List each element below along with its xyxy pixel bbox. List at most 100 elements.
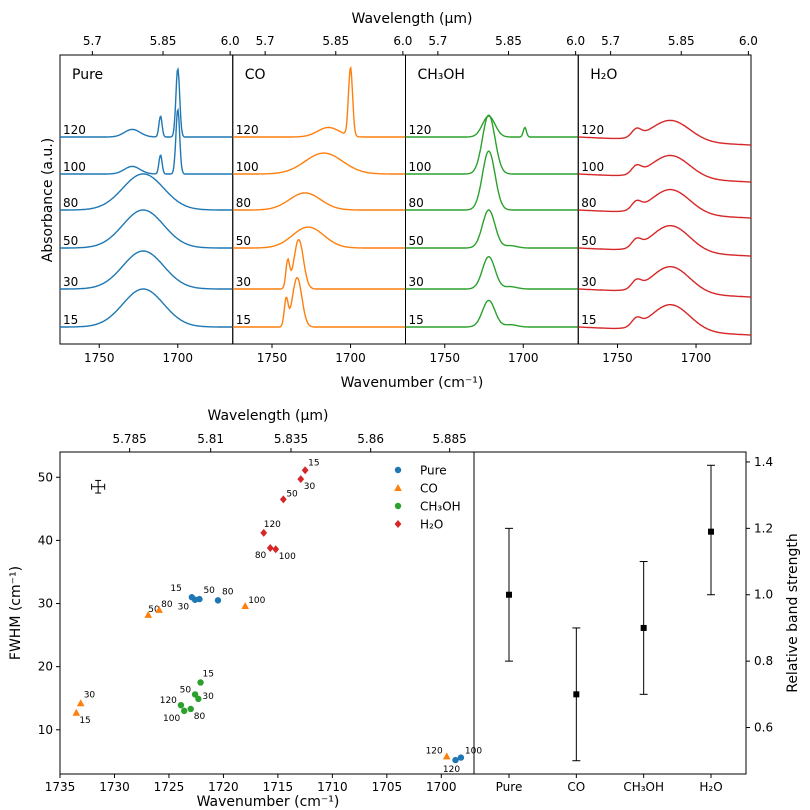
panel-ch-oh: 1750 1700 5.7 5.85 6.0 CH₃OH 15 30 50 80 100 120 (405, 34, 585, 365)
fwhm-ticks: 1735 1730 1725 1720 1715 1710 1705 1700 10 20 30 40… (38, 432, 467, 794)
temperature-label: 100 (63, 160, 86, 174)
temperature-label: 15 (581, 313, 596, 327)
data-point-co-15 (72, 708, 81, 716)
spectrum-80K (232, 192, 406, 211)
x-tick-label: 1700 (163, 351, 194, 365)
spectrum-50K (60, 209, 233, 249)
temperature-label: 50 (63, 234, 78, 248)
spectrum-15K (405, 299, 579, 328)
data-point (708, 528, 714, 535)
data-point-co-120 (442, 752, 451, 760)
y-tick-label: 50 (38, 470, 53, 484)
panel-label: Pure (72, 67, 103, 83)
legend-label: Pure (420, 464, 447, 478)
spectrum-50K (232, 226, 406, 249)
point-label: 30 (84, 690, 96, 700)
spectrum-120K (232, 65, 406, 138)
panel-label: H₂O (590, 67, 617, 83)
band-strength-ticks: 0.6 0.8 1.0 1.2 1.4 Pure CO CH₃OH H₂O (496, 455, 773, 794)
point-label: 80 (161, 600, 173, 610)
y-tick-label: 0.8 (754, 654, 773, 668)
category-label: H₂O (699, 780, 722, 794)
temperature-label: 50 (581, 234, 596, 248)
data-point-h-o-100 (272, 545, 280, 554)
point-label: 30 (178, 603, 190, 613)
band-strength-plot-frame (473, 451, 747, 775)
temperature-label: 80 (236, 196, 251, 210)
spectra-figure: Wavelength (μm) Absorbance (a.u.) Wavenu… (40, 11, 758, 391)
spectrum-50K (578, 225, 751, 257)
point-label: 15 (170, 584, 181, 594)
data-point-ch-oh-100 (181, 707, 188, 715)
data-point-ch-oh-15 (197, 679, 204, 686)
top-tick-label: 5.85 (668, 34, 695, 48)
band-strength-points (505, 464, 715, 762)
y-tick-label: 40 (38, 533, 53, 547)
spectrum-100K (405, 114, 579, 175)
spectrum-120K (405, 115, 579, 138)
x-tick-label: 1705 (372, 780, 403, 794)
spectrum-80K (60, 173, 233, 211)
fwhm-plot-frame (59, 451, 475, 775)
spectrum-30K (578, 266, 751, 298)
x-tick-label: 1730 (99, 780, 130, 794)
top-tick-label: 5.85 (322, 34, 349, 48)
data-point-h-o-30 (297, 475, 305, 484)
series-ch-oh: 15 30 50 80 100 120 (160, 669, 214, 723)
point-label: 15 (79, 716, 90, 726)
top-tick-label: 5.7 (83, 34, 102, 48)
point-label: 120 (160, 696, 177, 706)
temperature-label: 120 (409, 123, 432, 137)
point-label: 120 (264, 520, 281, 530)
fwhm-scatter-plot: Wavelength (μm) Wavenumber (cm⁻¹) FWHM (… (8, 408, 482, 810)
spectrum-100K (60, 107, 233, 175)
top-tick-label: 5.85 (150, 34, 177, 48)
temperature-label: 100 (236, 160, 259, 174)
temperature-label: 120 (63, 123, 86, 137)
temperature-label: 15 (63, 313, 78, 327)
legend-marker-ch-oh (394, 502, 402, 510)
y-tick-label: 1.0 (754, 588, 773, 602)
spectrum-15K (232, 276, 406, 328)
y-tick-label: 20 (38, 660, 53, 674)
y-tick-label: 1.2 (754, 521, 773, 535)
spectrum-15K (60, 288, 233, 328)
spectrum-120K (60, 66, 233, 138)
data-point-co-50 (144, 610, 153, 618)
band-strength-h-o (707, 464, 715, 596)
band-strength-pure (505, 527, 513, 662)
panel-pure: 1750 1700 5.7 5.85 6.0 Pure 15 30 50 80 100 120 (59, 34, 240, 365)
legend-marker-pure (394, 466, 402, 474)
point-label: 50 (148, 605, 160, 615)
temperature-label: 50 (236, 234, 251, 248)
top-tick-label: 6.0 (221, 34, 240, 48)
point-label: 100 (248, 596, 265, 606)
temperature-label: 120 (581, 123, 604, 137)
legend-marker-h-o (394, 520, 402, 528)
data-point-ch-oh-50 (191, 691, 199, 698)
panel-frame (577, 54, 752, 345)
top-tick-label: 5.7 (256, 34, 275, 48)
y-tick-label: 10 (38, 723, 53, 737)
temperature-label: 30 (236, 275, 251, 289)
spectrum-15K (578, 304, 751, 336)
x-tick-label: 1735 (45, 780, 76, 794)
top-tick-label: 5.7 (428, 34, 447, 48)
x-tick-label: 1715 (263, 780, 294, 794)
fwhm-ylabel: FWHM (cm⁻¹) (8, 566, 24, 660)
panel-h-o: 1750 1700 5.7 5.85 6.0 H₂O 15 30 50 80 100 120 (577, 34, 758, 365)
fwhm-top-axis-label: Wavelength (μm) (208, 408, 329, 424)
panel-label: CO (245, 67, 266, 83)
temperature-label: 100 (409, 160, 432, 174)
y-tick-label: 0.6 (754, 721, 773, 735)
top-xlabel: Wavenumber (cm⁻¹) (341, 375, 484, 391)
data-point-pure-120 (452, 756, 459, 764)
point-label: 100 (163, 714, 180, 724)
x-tick-label: 1750 (602, 351, 633, 365)
y-tick-label: 1.4 (754, 455, 773, 469)
data-point-ch-oh-30 (195, 695, 202, 703)
point-label: 50 (286, 489, 298, 499)
data-point-co-80 (155, 605, 163, 613)
